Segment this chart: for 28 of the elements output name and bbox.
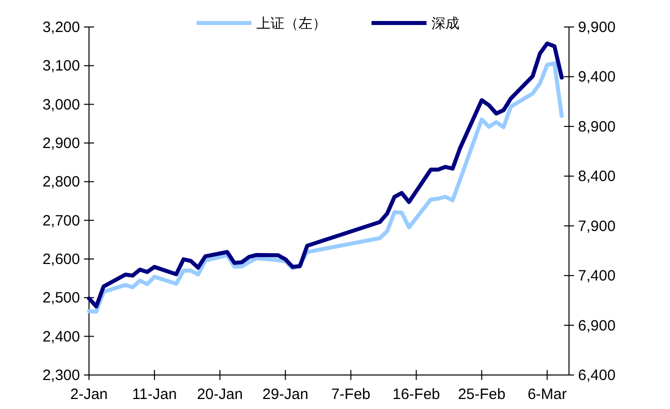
y2-tick-label: 8,900: [578, 118, 616, 136]
y-tick-label: 2,800: [42, 174, 80, 191]
y-tick-label: 2,300: [42, 367, 80, 384]
y-tick-label: 3,000: [42, 96, 80, 114]
y2-tick-label: 7,900: [578, 218, 616, 235]
y2-tick-label: 6,400: [578, 367, 616, 384]
x-tick-label: 6-Mar: [528, 386, 567, 403]
y-tick-label: 2,600: [42, 251, 80, 268]
x-tick-label: 20-Jan: [196, 386, 243, 403]
legend-label: 上证（左）: [256, 15, 326, 31]
x-tick-label: 7-Feb: [331, 386, 370, 403]
y2-tick-label: 9,900: [578, 19, 616, 36]
y-tick-label: 2,700: [42, 212, 80, 230]
x-tick-label: 2-Jan: [70, 386, 108, 403]
x-tick-label: 11-Jan: [132, 386, 177, 403]
y-tick-label: 2,400: [42, 328, 80, 346]
legend-label: 深成: [432, 15, 460, 31]
y-tick-label: 2,500: [42, 290, 80, 307]
y2-tick-label: 6,900: [578, 317, 616, 334]
x-tick-label: 16-Feb: [392, 386, 440, 403]
y2-tick-label: 8,400: [578, 168, 616, 186]
y-tick-label: 3,100: [42, 58, 80, 75]
x-tick-label: 29-Jan: [262, 386, 308, 403]
y-tick-label: 3,200: [42, 19, 80, 36]
y2-tick-label: 9,400: [578, 68, 616, 86]
x-tick-label: 25-Feb: [458, 386, 506, 403]
y2-tick-label: 7,400: [578, 268, 616, 285]
y-tick-label: 2,900: [42, 135, 80, 152]
